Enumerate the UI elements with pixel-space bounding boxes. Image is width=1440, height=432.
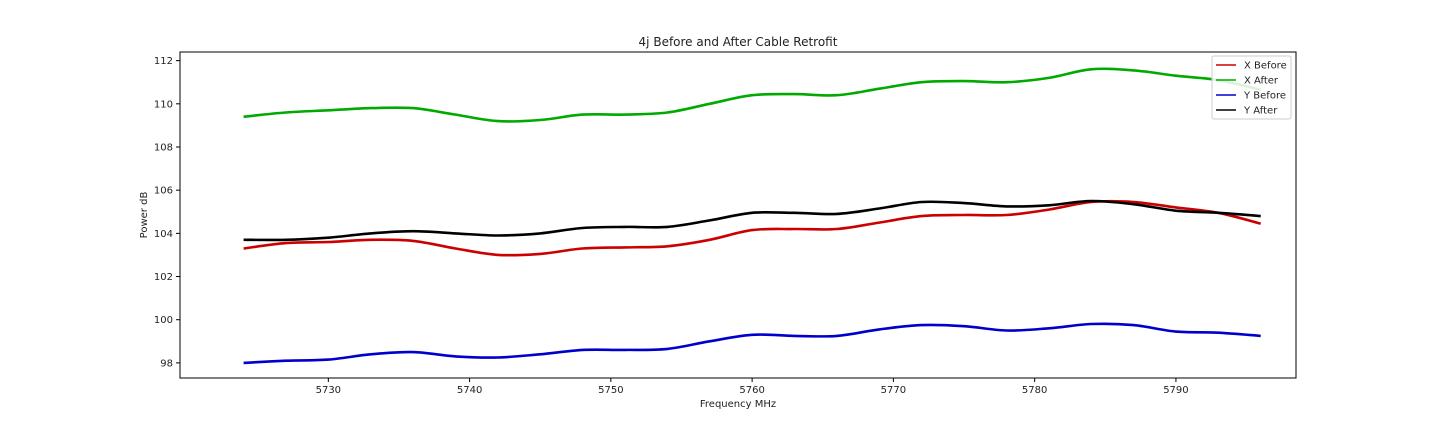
- legend-box: [1211, 55, 1292, 120]
- y-axis: 98 100 102 104 106 108 110 112: [154, 56, 180, 369]
- legend-label: X After: [1244, 76, 1279, 87]
- y-tick-label: 110: [154, 99, 173, 110]
- legend-label: Y Before: [1243, 91, 1286, 102]
- x-tick-label: 5760: [739, 385, 764, 396]
- y-tick-label: 106: [154, 186, 173, 197]
- plot-frame: [179, 51, 1297, 379]
- legend: X Before X After Y Before Y After: [1211, 55, 1292, 120]
- y-tick-label: 104: [154, 229, 173, 240]
- x-tick-label: 5770: [881, 385, 906, 396]
- x-tick-label: 5740: [457, 385, 482, 396]
- y-tick-label: 112: [154, 56, 173, 67]
- plot-lines: [243, 67, 1262, 365]
- series-line-x-before: [243, 199, 1262, 257]
- series-line-y-after: [243, 199, 1261, 242]
- y-tick-label: 102: [154, 272, 173, 283]
- chart-title: 4j Before and After Cable Retrofit: [639, 35, 838, 49]
- y-tick-label: 98: [160, 358, 173, 369]
- y-axis-label: Power dB: [139, 192, 150, 239]
- legend-label: X Before: [1244, 61, 1287, 72]
- y-tick-label: 100: [154, 315, 173, 326]
- x-tick-label: 5780: [1022, 385, 1047, 396]
- legend-label: Y After: [1243, 106, 1278, 117]
- series-line-x-after: [243, 67, 1261, 123]
- y-tick-label: 108: [154, 142, 173, 153]
- x-tick-label: 5750: [598, 385, 623, 396]
- x-axis-label: Frequency MHz: [700, 399, 776, 410]
- x-tick-label: 5790: [1163, 385, 1188, 396]
- x-axis: 5730 5740 5750 5760 5770 5780 5790: [316, 378, 1189, 396]
- series-line-y-before: [243, 322, 1261, 365]
- x-tick-label: 5730: [316, 385, 341, 396]
